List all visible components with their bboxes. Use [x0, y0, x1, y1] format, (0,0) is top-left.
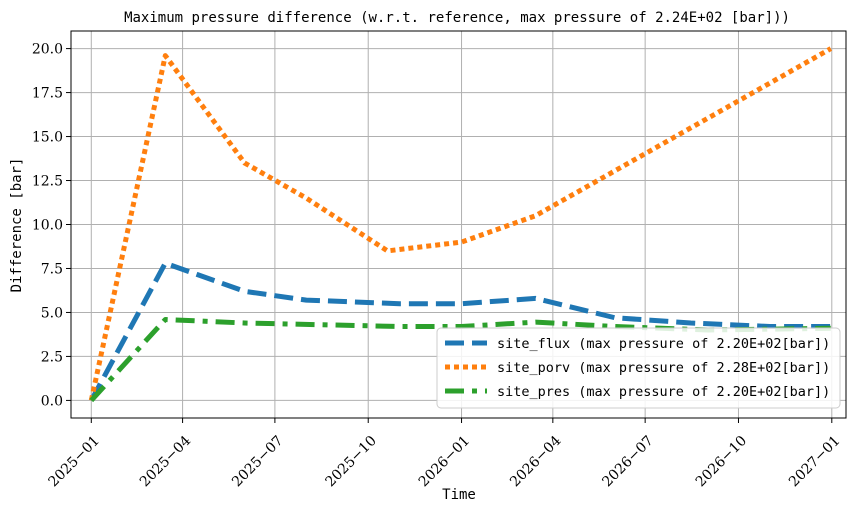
series-layer — [88, 46, 833, 403]
chart-title: Maximum pressure difference (w.r.t. refe… — [124, 10, 790, 26]
legend-entry-0: site_flux (max pressure of 2.20E+02[bar]… — [497, 336, 830, 352]
series-line-0 — [89, 260, 831, 402]
legend: site_flux (max pressure of 2.20E+02[bar]… — [436, 327, 841, 409]
legend-entry-1: site_porv (max pressure of 2.28E+02[bar]… — [497, 360, 830, 376]
x-tick-label: 2026−01 — [416, 433, 473, 490]
x-tick-label: 2026−10 — [693, 433, 750, 490]
y-tick-label: 0.0 — [41, 393, 63, 409]
legend-entry-2: site_pres (max pressure of 2.20E+02[bar]… — [497, 384, 830, 400]
y-tick-label: 2.5 — [41, 349, 63, 365]
y-tick-label: 17.5 — [32, 86, 63, 102]
x-tick-label: 2025−10 — [322, 433, 379, 490]
grid-lines — [71, 31, 846, 418]
x-tick-label: 2025−04 — [137, 433, 194, 490]
y-tick-label: 15.0 — [32, 130, 63, 146]
legend-box — [436, 327, 841, 409]
series-line-2 — [89, 317, 831, 403]
y-tick-label: 7.5 — [41, 261, 63, 277]
x-tick-label: 2026−04 — [507, 433, 564, 490]
x-axis-label: Time — [442, 487, 476, 503]
y-tick-label: 10.0 — [32, 218, 63, 234]
y-tick-label: 5.0 — [41, 305, 63, 321]
y-tick-label: 20.0 — [32, 42, 63, 58]
y-tick-label: 12.5 — [32, 174, 63, 190]
x-tick-label: 2025−01 — [46, 433, 103, 490]
series-line-1 — [88, 46, 833, 401]
x-tick-label: 2026−07 — [599, 433, 656, 490]
x-tick-label: 2025−07 — [229, 433, 286, 490]
x-tick-label: 2027−01 — [786, 433, 843, 490]
y-axis-label: Difference [bar] — [9, 158, 25, 293]
